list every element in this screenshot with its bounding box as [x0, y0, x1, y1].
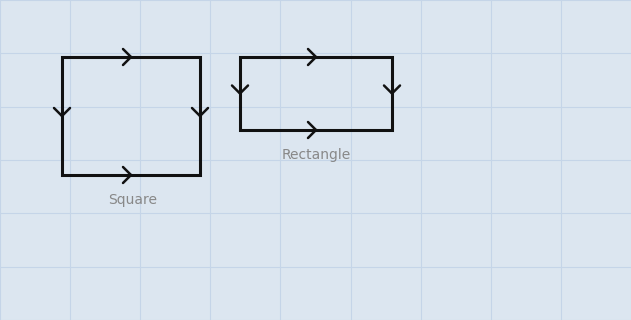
Text: Rectangle: Rectangle — [281, 148, 351, 162]
Bar — [240, 57, 392, 130]
Bar — [62, 57, 200, 175]
Text: Square: Square — [109, 193, 158, 207]
